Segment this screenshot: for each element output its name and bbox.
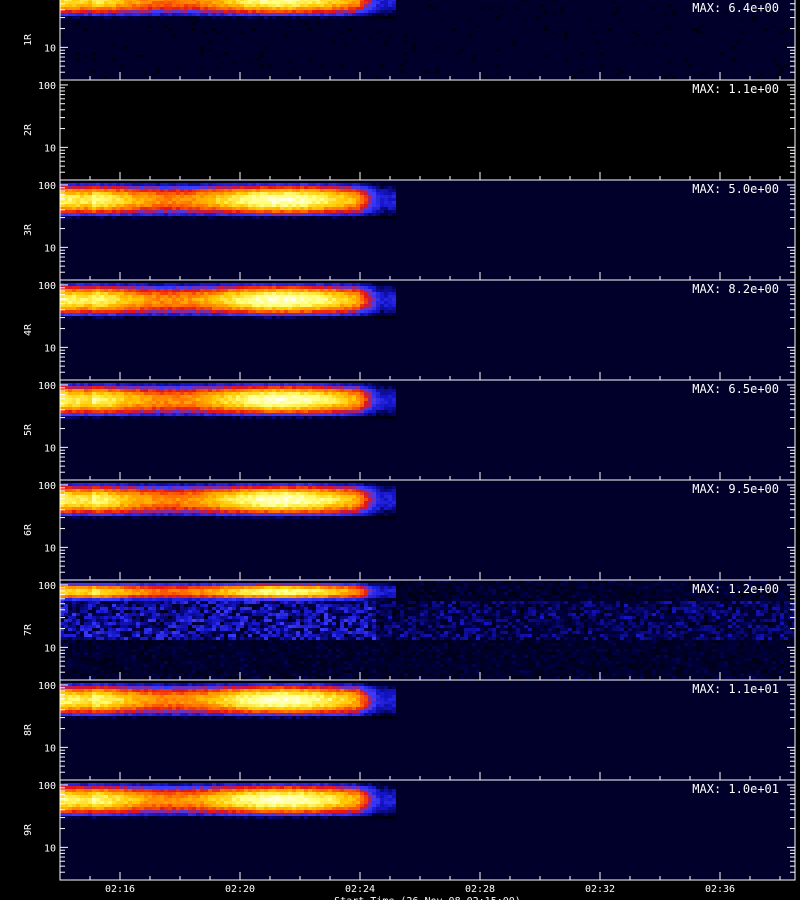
panel-3R: 1001002:1602:2002:2402:2802:3202:363RMAX… — [23, 179, 796, 295]
y-tick-label: 10 — [44, 243, 56, 254]
y-tick-label: 100 — [38, 681, 56, 692]
spectrogram-image-7R — [60, 580, 795, 680]
spectrogram-image-8R — [60, 680, 795, 780]
panel-label: 9R — [23, 823, 34, 836]
panel-9R: 100 10 02:16 02:20 02:24 02:28 02:32 02:36 9R MAX… — [23, 779, 796, 895]
panel-5R: 1001002:1602:2002:2402:2802:3202:365RMAX… — [23, 379, 796, 495]
spectrogram-image-2R — [60, 80, 795, 180]
y-tick-label: 100 — [38, 481, 56, 492]
y-tick-label: 10 — [44, 643, 56, 654]
spectrogram-image-6R — [60, 480, 795, 580]
panel-4R: 1001002:1602:2002:2402:2802:3202:364RMAX… — [23, 279, 796, 395]
spectrogram-image-5R — [60, 380, 795, 480]
panel-7R: 1001002:1602:2002:2402:2802:3202:367RMAX… — [23, 579, 796, 695]
x-axis-label: Start Time (26-Nov-08 02:15:00) — [334, 896, 521, 900]
y-tick-label: 10 — [44, 443, 56, 454]
y-tick-label: 10 — [44, 743, 56, 754]
spectrogram-image-3R — [60, 180, 795, 280]
panel-label: 5R — [23, 423, 34, 436]
y-tick-label: 100 — [38, 781, 56, 792]
panel-label: 4R — [23, 323, 34, 336]
y-tick-label: 10 — [44, 143, 56, 154]
panel-label: 2R — [23, 123, 34, 136]
x-tick-label: 02:16 — [105, 884, 135, 895]
y-tick-label: 100 — [38, 181, 56, 192]
x-tick-label: 02:28 — [465, 884, 495, 895]
y-tick-label: 100 — [38, 581, 56, 592]
panel-2R: 1001002:1602:2002:2402:2802:3202:362RMAX… — [23, 79, 796, 195]
max-label: MAX: 6.5e+00 — [692, 382, 779, 396]
panel-label: 3R — [23, 223, 34, 236]
x-tick-label: 02:24 — [345, 884, 375, 895]
spectrogram-image-9R — [60, 780, 795, 880]
max-label: MAX: 5.0e+00 — [692, 182, 779, 196]
x-tick-label: 02:36 — [705, 884, 735, 895]
panel-label: 6R — [23, 523, 34, 536]
spectrogram-image-4R — [60, 280, 795, 380]
max-label: MAX: 8.2e+00 — [692, 282, 779, 296]
panel-label: 1R — [23, 33, 34, 46]
y-tick-label: 100 — [38, 81, 56, 92]
y-tick-label: 10 — [44, 843, 56, 854]
max-label: MAX: 1.2e+00 — [692, 582, 779, 596]
plot-background — [60, 80, 795, 180]
panel-6R: 1001002:1602:2002:2402:2802:3202:366RMAX… — [23, 479, 796, 595]
max-label: MAX: 6.4e+00 — [692, 1, 779, 15]
y-tick-label: 10 — [44, 43, 56, 54]
y-tick-label: 10 — [44, 543, 56, 554]
y-tick-label: 10 — [44, 343, 56, 354]
max-label: MAX: 1.1e+01 — [692, 682, 779, 696]
panel-8R: 1001002:1602:2002:2402:2802:3202:368RMAX… — [23, 679, 796, 795]
max-label: MAX: 9.5e+00 — [692, 482, 779, 496]
max-label: MAX: 1.0e+01 — [692, 782, 779, 796]
plot-frame — [59, 779, 796, 881]
x-tick-label: 02:20 — [225, 884, 255, 895]
x-tick-label: 02:32 — [585, 884, 615, 895]
panel-label: 8R — [23, 723, 34, 736]
max-label: MAX: 1.1e+00 — [692, 82, 779, 96]
spectrogram-image-1R — [60, 0, 795, 80]
y-tick-label: 100 — [38, 381, 56, 392]
y-tick-label: 100 — [38, 281, 56, 292]
panel-label: 7R — [23, 623, 34, 636]
